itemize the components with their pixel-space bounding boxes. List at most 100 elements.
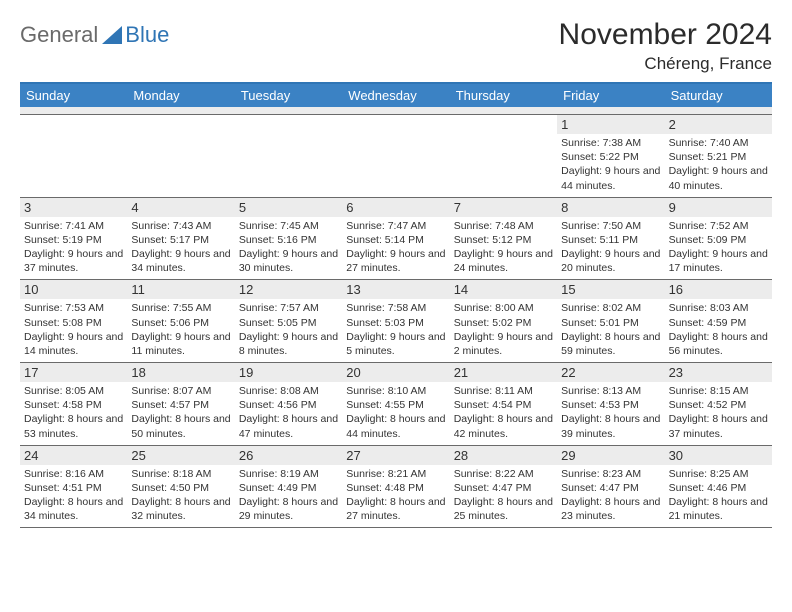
daylight-text: Daylight: 9 hours and 11 minutes. bbox=[131, 330, 230, 358]
day-number: 29 bbox=[557, 446, 664, 465]
calendar-cell: 13Sunrise: 7:58 AMSunset: 5:03 PMDayligh… bbox=[342, 280, 449, 362]
day-info: Sunrise: 8:22 AMSunset: 4:47 PMDaylight:… bbox=[454, 467, 553, 524]
calendar-cell: 3Sunrise: 7:41 AMSunset: 5:19 PMDaylight… bbox=[20, 198, 127, 280]
sunset-text: Sunset: 5:05 PM bbox=[239, 316, 338, 330]
calendar-cell: 6Sunrise: 7:47 AMSunset: 5:14 PMDaylight… bbox=[342, 198, 449, 280]
header: General Blue November 2024 Chéreng, Fran… bbox=[20, 18, 772, 74]
sunset-text: Sunset: 5:19 PM bbox=[24, 233, 123, 247]
day-number: 22 bbox=[557, 363, 664, 382]
empty-day bbox=[127, 115, 234, 134]
day-number: 4 bbox=[127, 198, 234, 217]
day-info: Sunrise: 7:47 AMSunset: 5:14 PMDaylight:… bbox=[346, 219, 445, 276]
sunset-text: Sunset: 5:09 PM bbox=[669, 233, 768, 247]
sunset-text: Sunset: 4:49 PM bbox=[239, 481, 338, 495]
day-info: Sunrise: 8:19 AMSunset: 4:49 PMDaylight:… bbox=[239, 467, 338, 524]
day-info: Sunrise: 8:08 AMSunset: 4:56 PMDaylight:… bbox=[239, 384, 338, 441]
sunset-text: Sunset: 5:08 PM bbox=[24, 316, 123, 330]
sunset-text: Sunset: 4:47 PM bbox=[561, 481, 660, 495]
daylight-text: Daylight: 9 hours and 37 minutes. bbox=[24, 247, 123, 275]
day-number: 3 bbox=[20, 198, 127, 217]
page-title: November 2024 bbox=[559, 18, 772, 52]
sunrise-text: Sunrise: 8:03 AM bbox=[669, 301, 768, 315]
day-number: 21 bbox=[450, 363, 557, 382]
daylight-text: Daylight: 8 hours and 27 minutes. bbox=[346, 495, 445, 523]
daylight-text: Daylight: 9 hours and 30 minutes. bbox=[239, 247, 338, 275]
day-info: Sunrise: 8:18 AMSunset: 4:50 PMDaylight:… bbox=[131, 467, 230, 524]
daylight-text: Daylight: 8 hours and 32 minutes. bbox=[131, 495, 230, 523]
daylight-text: Daylight: 8 hours and 50 minutes. bbox=[131, 412, 230, 440]
day-header-saturday: Saturday bbox=[665, 84, 772, 107]
sunrise-text: Sunrise: 8:00 AM bbox=[454, 301, 553, 315]
day-info: Sunrise: 8:13 AMSunset: 4:53 PMDaylight:… bbox=[561, 384, 660, 441]
daylight-text: Daylight: 9 hours and 17 minutes. bbox=[669, 247, 768, 275]
sunrise-text: Sunrise: 8:21 AM bbox=[346, 467, 445, 481]
day-info: Sunrise: 7:43 AMSunset: 5:17 PMDaylight:… bbox=[131, 219, 230, 276]
day-number: 19 bbox=[235, 363, 342, 382]
sunrise-text: Sunrise: 8:08 AM bbox=[239, 384, 338, 398]
day-number: 18 bbox=[127, 363, 234, 382]
sunrise-text: Sunrise: 7:40 AM bbox=[669, 136, 768, 150]
empty-day bbox=[20, 115, 127, 134]
daylight-text: Daylight: 8 hours and 34 minutes. bbox=[24, 495, 123, 523]
daylight-text: Daylight: 8 hours and 47 minutes. bbox=[239, 412, 338, 440]
weeks-container: 1 Sunrise: 7:38 AMSunset: 5:22 PMDaylight… bbox=[20, 115, 772, 528]
day-info: Sunrise: 7:38 AMSunset: 5:22 PMDaylight:… bbox=[561, 136, 660, 193]
day-header-row: Sunday Monday Tuesday Wednesday Thursday… bbox=[20, 84, 772, 107]
empty-day bbox=[450, 115, 557, 134]
week-row: 3Sunrise: 7:41 AMSunset: 5:19 PMDaylight… bbox=[20, 198, 772, 281]
day-header-tuesday: Tuesday bbox=[235, 84, 342, 107]
day-header-thursday: Thursday bbox=[450, 84, 557, 107]
sunset-text: Sunset: 5:22 PM bbox=[561, 150, 660, 164]
sunset-text: Sunset: 5:11 PM bbox=[561, 233, 660, 247]
calendar-cell: 26 Sunrise: 8:19 AMSunset: 4:49 PMDayligh… bbox=[235, 446, 342, 528]
day-info: Sunrise: 8:03 AMSunset: 4:59 PMDaylight:… bbox=[669, 301, 768, 358]
sunset-text: Sunset: 5:06 PM bbox=[131, 316, 230, 330]
day-info: Sunrise: 8:05 AMSunset: 4:58 PMDaylight:… bbox=[24, 384, 123, 441]
day-number: 1 bbox=[557, 115, 664, 134]
calendar: Sunday Monday Tuesday Wednesday Thursday… bbox=[20, 82, 772, 528]
daylight-text: Daylight: 9 hours and 8 minutes. bbox=[239, 330, 338, 358]
daylight-text: Daylight: 8 hours and 59 minutes. bbox=[561, 330, 660, 358]
week-row: 24Sunrise: 8:16 AMSunset: 4:51 PMDayligh… bbox=[20, 446, 772, 529]
daylight-text: Daylight: 9 hours and 2 minutes. bbox=[454, 330, 553, 358]
sunrise-text: Sunrise: 8:10 AM bbox=[346, 384, 445, 398]
day-number: 30 bbox=[665, 446, 772, 465]
calendar-cell: 8Sunrise: 7:50 AMSunset: 5:11 PMDaylight… bbox=[557, 198, 664, 280]
day-info: Sunrise: 8:11 AMSunset: 4:54 PMDaylight:… bbox=[454, 384, 553, 441]
day-header-friday: Friday bbox=[557, 84, 664, 107]
daylight-text: Daylight: 8 hours and 23 minutes. bbox=[561, 495, 660, 523]
calendar-cell: 1 Sunrise: 7:38 AMSunset: 5:22 PMDaylight… bbox=[557, 115, 664, 197]
calendar-cell: 4 Sunrise: 7:43 AMSunset: 5:17 PMDaylight… bbox=[127, 198, 234, 280]
calendar-cell bbox=[127, 115, 234, 197]
day-info: Sunrise: 8:25 AMSunset: 4:46 PMDaylight:… bbox=[669, 467, 768, 524]
week-row: 17 Sunrise: 8:05 AMSunset: 4:58 PMDayligh… bbox=[20, 363, 772, 446]
day-info: Sunrise: 7:52 AMSunset: 5:09 PMDaylight:… bbox=[669, 219, 768, 276]
day-number: 17 bbox=[20, 363, 127, 382]
daylight-text: Daylight: 9 hours and 40 minutes. bbox=[669, 164, 768, 192]
daylight-text: Daylight: 9 hours and 44 minutes. bbox=[561, 164, 660, 192]
day-info: Sunrise: 8:07 AMSunset: 4:57 PMDaylight:… bbox=[131, 384, 230, 441]
empty-day bbox=[235, 115, 342, 134]
daylight-text: Daylight: 8 hours and 29 minutes. bbox=[239, 495, 338, 523]
sunset-text: Sunset: 4:46 PM bbox=[669, 481, 768, 495]
empty-day bbox=[342, 115, 449, 134]
daylight-text: Daylight: 9 hours and 5 minutes. bbox=[346, 330, 445, 358]
calendar-cell: 30 Sunrise: 8:25 AMSunset: 4:46 PMDayligh… bbox=[665, 446, 772, 528]
day-number: 2 bbox=[665, 115, 772, 134]
sunrise-text: Sunrise: 8:07 AM bbox=[131, 384, 230, 398]
calendar-cell: 23Sunrise: 8:15 AMSunset: 4:52 PMDayligh… bbox=[665, 363, 772, 445]
day-header-wednesday: Wednesday bbox=[342, 84, 449, 107]
sunset-text: Sunset: 5:03 PM bbox=[346, 316, 445, 330]
day-number: 12 bbox=[235, 280, 342, 299]
sunset-text: Sunset: 5:21 PM bbox=[669, 150, 768, 164]
sunrise-text: Sunrise: 7:43 AM bbox=[131, 219, 230, 233]
day-info: Sunrise: 7:40 AMSunset: 5:21 PMDaylight:… bbox=[669, 136, 768, 193]
calendar-cell: 19 Sunrise: 8:08 AMSunset: 4:56 PMDayligh… bbox=[235, 363, 342, 445]
daylight-text: Daylight: 8 hours and 42 minutes. bbox=[454, 412, 553, 440]
sunset-text: Sunset: 4:54 PM bbox=[454, 398, 553, 412]
page: General Blue November 2024 Chéreng, Fran… bbox=[0, 0, 792, 540]
calendar-cell: 9Sunrise: 7:52 AMSunset: 5:09 PMDaylight… bbox=[665, 198, 772, 280]
sunset-text: Sunset: 4:47 PM bbox=[454, 481, 553, 495]
day-number: 26 bbox=[235, 446, 342, 465]
logo-triangle-icon bbox=[102, 26, 122, 44]
